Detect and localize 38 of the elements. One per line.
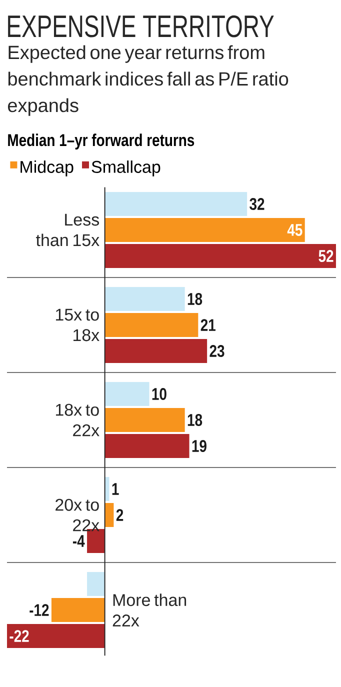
data-label: 52 [318,250,334,262]
bar [7,624,105,648]
data-label: 32 [250,198,264,210]
bar [87,572,105,596]
y-tick-label: More than 22x [112,594,186,626]
y-tick-label: 18x to 22x [56,404,100,436]
bar [51,598,105,622]
y-tick-label: 20x to 22x [56,498,100,532]
y-tick-label: 15x to 18x [56,308,100,342]
bar [104,218,305,242]
bar [104,477,110,501]
y-tick-label: Less than 15x [36,214,100,246]
data-label: 18 [188,292,202,306]
bar [104,313,198,338]
data-label: 10 [152,388,166,400]
data-label: 21 [200,319,216,331]
bar [104,382,150,406]
chart-subtitle: Expected one year returns from benchmark indices fall as P/E ratio expands [8,45,288,116]
x-axis-title: Median 1–yr forward returns [8,134,194,150]
data-label: -22 [10,630,29,642]
bar [104,244,336,268]
data-label: 19 [192,440,206,452]
data-label: -4 [72,535,85,547]
data-label: 23 [210,344,224,358]
bar [104,408,185,432]
bar [104,192,248,216]
data-label: 1 [112,483,119,495]
bar [104,287,185,311]
data-label: 18 [188,414,202,426]
bar [104,434,190,458]
data-label: 45 [287,224,302,236]
data-label: 2 [116,509,124,521]
bar [104,339,208,363]
bar [104,503,114,527]
legend-label: Midcap [20,160,74,176]
chart-title: EXPENSIVE TERRITORY [8,15,274,38]
legend-label: Smallcap [92,160,160,176]
data-label: -12 [30,604,49,616]
